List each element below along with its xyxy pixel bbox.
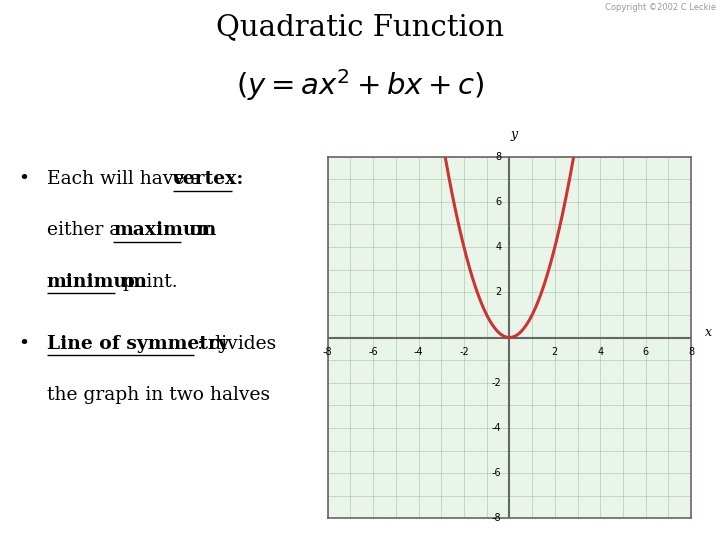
Text: Quadratic Function: Quadratic Function xyxy=(216,14,504,42)
Text: Line of symmetry: Line of symmetry xyxy=(47,335,229,353)
Text: 2: 2 xyxy=(552,347,558,356)
Text: 8: 8 xyxy=(495,152,501,161)
Text: •: • xyxy=(18,335,29,353)
Text: : divides: : divides xyxy=(197,335,276,353)
Text: -8: -8 xyxy=(492,514,501,523)
Text: Copyright ©2002 C Leckie: Copyright ©2002 C Leckie xyxy=(606,3,716,12)
Text: -2: -2 xyxy=(459,347,469,356)
Text: -8: -8 xyxy=(323,347,333,356)
Text: y: y xyxy=(510,128,518,141)
Text: or: or xyxy=(184,221,210,239)
Text: Each will have a: Each will have a xyxy=(47,170,207,188)
Text: $(y = ax^2 + bx + c)$: $(y = ax^2 + bx + c)$ xyxy=(235,68,485,103)
Text: x: x xyxy=(705,327,712,340)
Text: -2: -2 xyxy=(492,377,501,388)
Text: point.: point. xyxy=(117,273,178,291)
Text: 8: 8 xyxy=(688,347,694,356)
Text: -6: -6 xyxy=(368,347,378,356)
Text: either a: either a xyxy=(47,221,126,239)
Text: -4: -4 xyxy=(492,423,501,433)
Text: 6: 6 xyxy=(495,197,501,207)
Text: the graph in two halves: the graph in two halves xyxy=(47,386,270,404)
Text: 6: 6 xyxy=(643,347,649,356)
Text: minimum: minimum xyxy=(47,273,148,291)
Text: -6: -6 xyxy=(492,468,501,478)
Text: 4: 4 xyxy=(597,347,603,356)
Text: 4: 4 xyxy=(495,242,501,252)
Text: 2: 2 xyxy=(495,287,501,298)
Text: -4: -4 xyxy=(414,347,423,356)
Text: maximum: maximum xyxy=(113,221,216,239)
Text: •: • xyxy=(18,170,29,188)
Text: vertex:: vertex: xyxy=(173,170,244,188)
